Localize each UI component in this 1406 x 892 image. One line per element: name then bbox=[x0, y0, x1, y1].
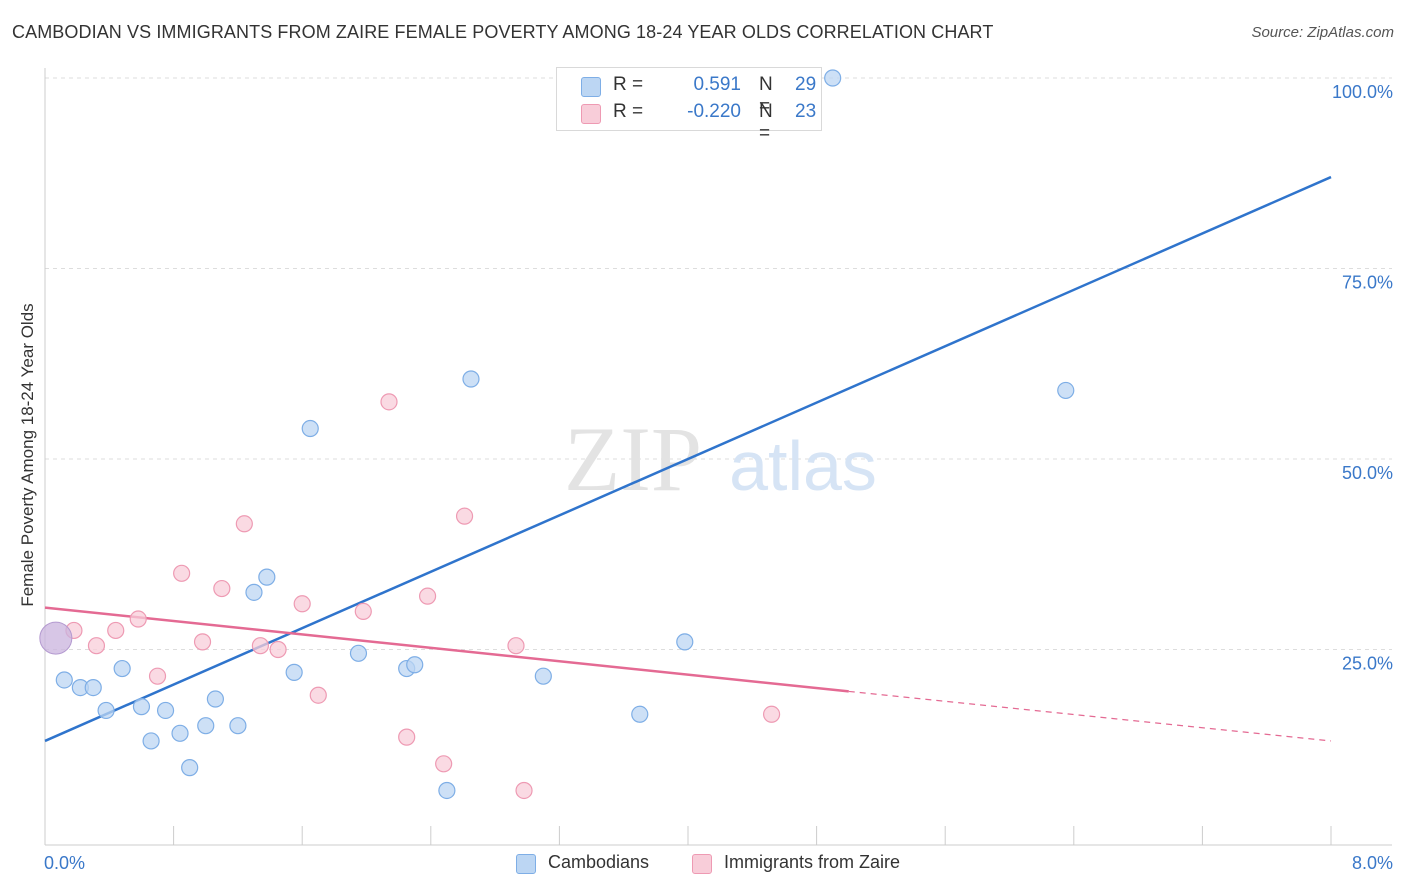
legend-label-zaire: Immigrants from Zaire bbox=[724, 852, 901, 872]
point-cambodians bbox=[245, 583, 263, 601]
point-zaire bbox=[235, 515, 253, 533]
point-cambodians bbox=[171, 724, 189, 742]
point-cambodians bbox=[631, 705, 649, 723]
point-cambodians bbox=[676, 633, 694, 651]
point-zaire bbox=[515, 781, 533, 800]
y-axis-label: Female Poverty Among 18-24 Year Olds bbox=[18, 303, 37, 606]
source-label: Source: ZipAtlas.com bbox=[1251, 24, 1394, 41]
point-zaire bbox=[435, 755, 453, 773]
r-value: -0.220 bbox=[687, 101, 741, 122]
point-zaire bbox=[354, 602, 372, 621]
point-cambodians bbox=[229, 717, 247, 735]
point-zaire bbox=[129, 610, 147, 628]
chart-title: CAMBODIAN VS IMMIGRANTS FROM ZAIRE FEMAL… bbox=[12, 22, 994, 42]
r-label: R = bbox=[613, 74, 644, 95]
point-cambodians bbox=[142, 732, 160, 750]
point-zaire bbox=[107, 621, 125, 640]
n-label: N = bbox=[759, 74, 773, 117]
point-zaire bbox=[251, 637, 270, 655]
point-zaire bbox=[418, 587, 437, 605]
point-zaire bbox=[293, 595, 311, 613]
point-cambodians bbox=[406, 656, 424, 674]
point-cambodians bbox=[258, 568, 276, 586]
point-cambodians bbox=[132, 698, 151, 716]
point-cambodians bbox=[84, 678, 102, 697]
y-tick-label: 100.0% bbox=[1332, 82, 1393, 102]
point-cambodians bbox=[97, 701, 115, 720]
point-cambodians bbox=[55, 671, 73, 689]
trend-line-zaire bbox=[44, 606, 849, 693]
r-value: 0.591 bbox=[693, 74, 741, 95]
watermark-atlas: atlas bbox=[729, 427, 877, 505]
point-cambodians bbox=[206, 690, 224, 708]
point-zaire bbox=[380, 393, 398, 411]
point-zaire bbox=[398, 728, 416, 746]
point-cambodians bbox=[462, 370, 480, 388]
r-label: R = bbox=[613, 101, 644, 122]
point-cambodians bbox=[197, 717, 215, 735]
legend-swatch-pink bbox=[581, 104, 601, 124]
point-cambodians bbox=[349, 644, 368, 662]
point-cambodians bbox=[824, 69, 842, 87]
point-cambodians bbox=[113, 659, 131, 678]
y-tick-label: 50.0% bbox=[1342, 463, 1393, 483]
point-cambodians bbox=[534, 667, 552, 685]
point-cambodians bbox=[301, 419, 319, 438]
y-tick-label: 75.0% bbox=[1342, 273, 1393, 293]
n-value: 29 bbox=[795, 74, 817, 95]
point-zaire bbox=[269, 640, 287, 659]
watermark-zip: ZIP bbox=[564, 408, 702, 510]
point-zaire bbox=[213, 579, 231, 598]
point-large-overlap bbox=[39, 621, 73, 655]
point-zaire bbox=[762, 705, 781, 723]
legend-swatch-blue bbox=[581, 77, 601, 97]
legend-swatch-pink bbox=[692, 854, 712, 874]
legend-swatch-blue bbox=[516, 854, 536, 874]
point-zaire bbox=[193, 633, 212, 651]
n-value: 23 bbox=[795, 101, 817, 122]
legend-label-cambodians: Cambodians bbox=[548, 852, 650, 872]
point-cambodians bbox=[285, 663, 303, 681]
point-cambodians bbox=[156, 701, 175, 720]
point-cambodians bbox=[438, 781, 456, 800]
point-cambodians bbox=[1057, 381, 1075, 400]
y-tick-label: 25.0% bbox=[1342, 654, 1393, 674]
point-zaire bbox=[507, 637, 525, 655]
x-tick-label: 8.0% bbox=[1352, 853, 1393, 873]
point-zaire bbox=[455, 507, 474, 525]
point-zaire bbox=[148, 667, 167, 685]
correlation-legend: R = 0.591 N = 29 R = -0.220 N = 23 bbox=[556, 67, 822, 144]
x-tick-label: 0.0% bbox=[44, 853, 85, 873]
n-label: N = bbox=[759, 101, 773, 144]
point-zaire bbox=[173, 564, 191, 582]
point-cambodians bbox=[181, 759, 199, 777]
trend-line-zaire-extension bbox=[848, 690, 1332, 742]
point-zaire bbox=[309, 686, 327, 704]
point-zaire bbox=[87, 637, 106, 655]
